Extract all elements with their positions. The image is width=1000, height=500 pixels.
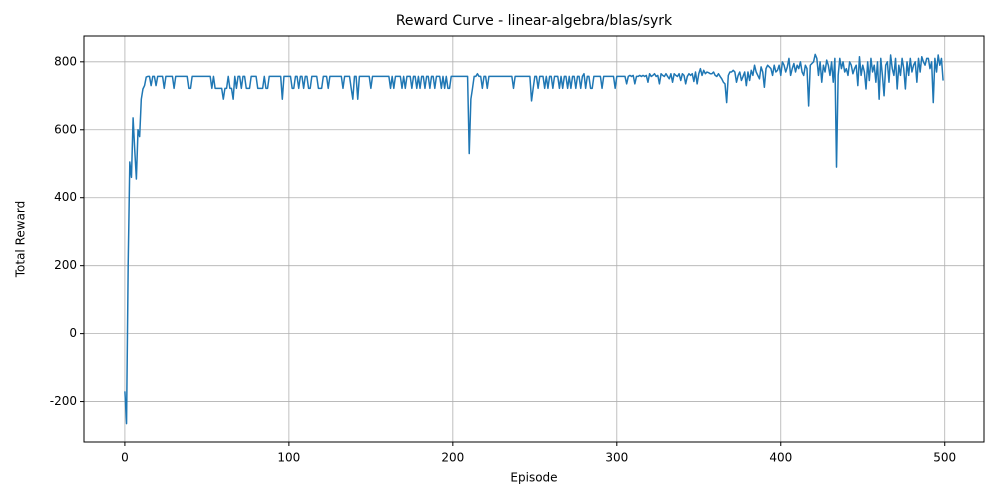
x-tick-label: 0 xyxy=(121,451,129,465)
y-axis-label: Total Reward xyxy=(14,201,28,279)
x-tick-label: 300 xyxy=(605,451,628,465)
y-tick-label: -200 xyxy=(50,394,77,408)
x-tick-label: 400 xyxy=(769,451,792,465)
y-tick-label: 200 xyxy=(54,258,77,272)
x-tick-label: 200 xyxy=(441,451,464,465)
y-tick-label: 600 xyxy=(54,122,77,136)
grid xyxy=(84,36,984,442)
x-tick-label: 100 xyxy=(277,451,300,465)
y-tick-label: 400 xyxy=(54,190,77,204)
chart-title: Reward Curve - linear-algebra/blas/syrk xyxy=(396,13,673,29)
axes-frame xyxy=(83,35,985,443)
y-tick-label: 800 xyxy=(54,54,77,68)
line-series xyxy=(124,53,944,425)
y-tick-label: 0 xyxy=(69,326,77,340)
x-axis-label: Episode xyxy=(510,471,557,485)
plot xyxy=(124,53,944,425)
ticks: 0 100 200 300 400 500 -200 0 200 400 600 800 xyxy=(50,54,956,464)
x-tick-label: 500 xyxy=(933,451,956,465)
